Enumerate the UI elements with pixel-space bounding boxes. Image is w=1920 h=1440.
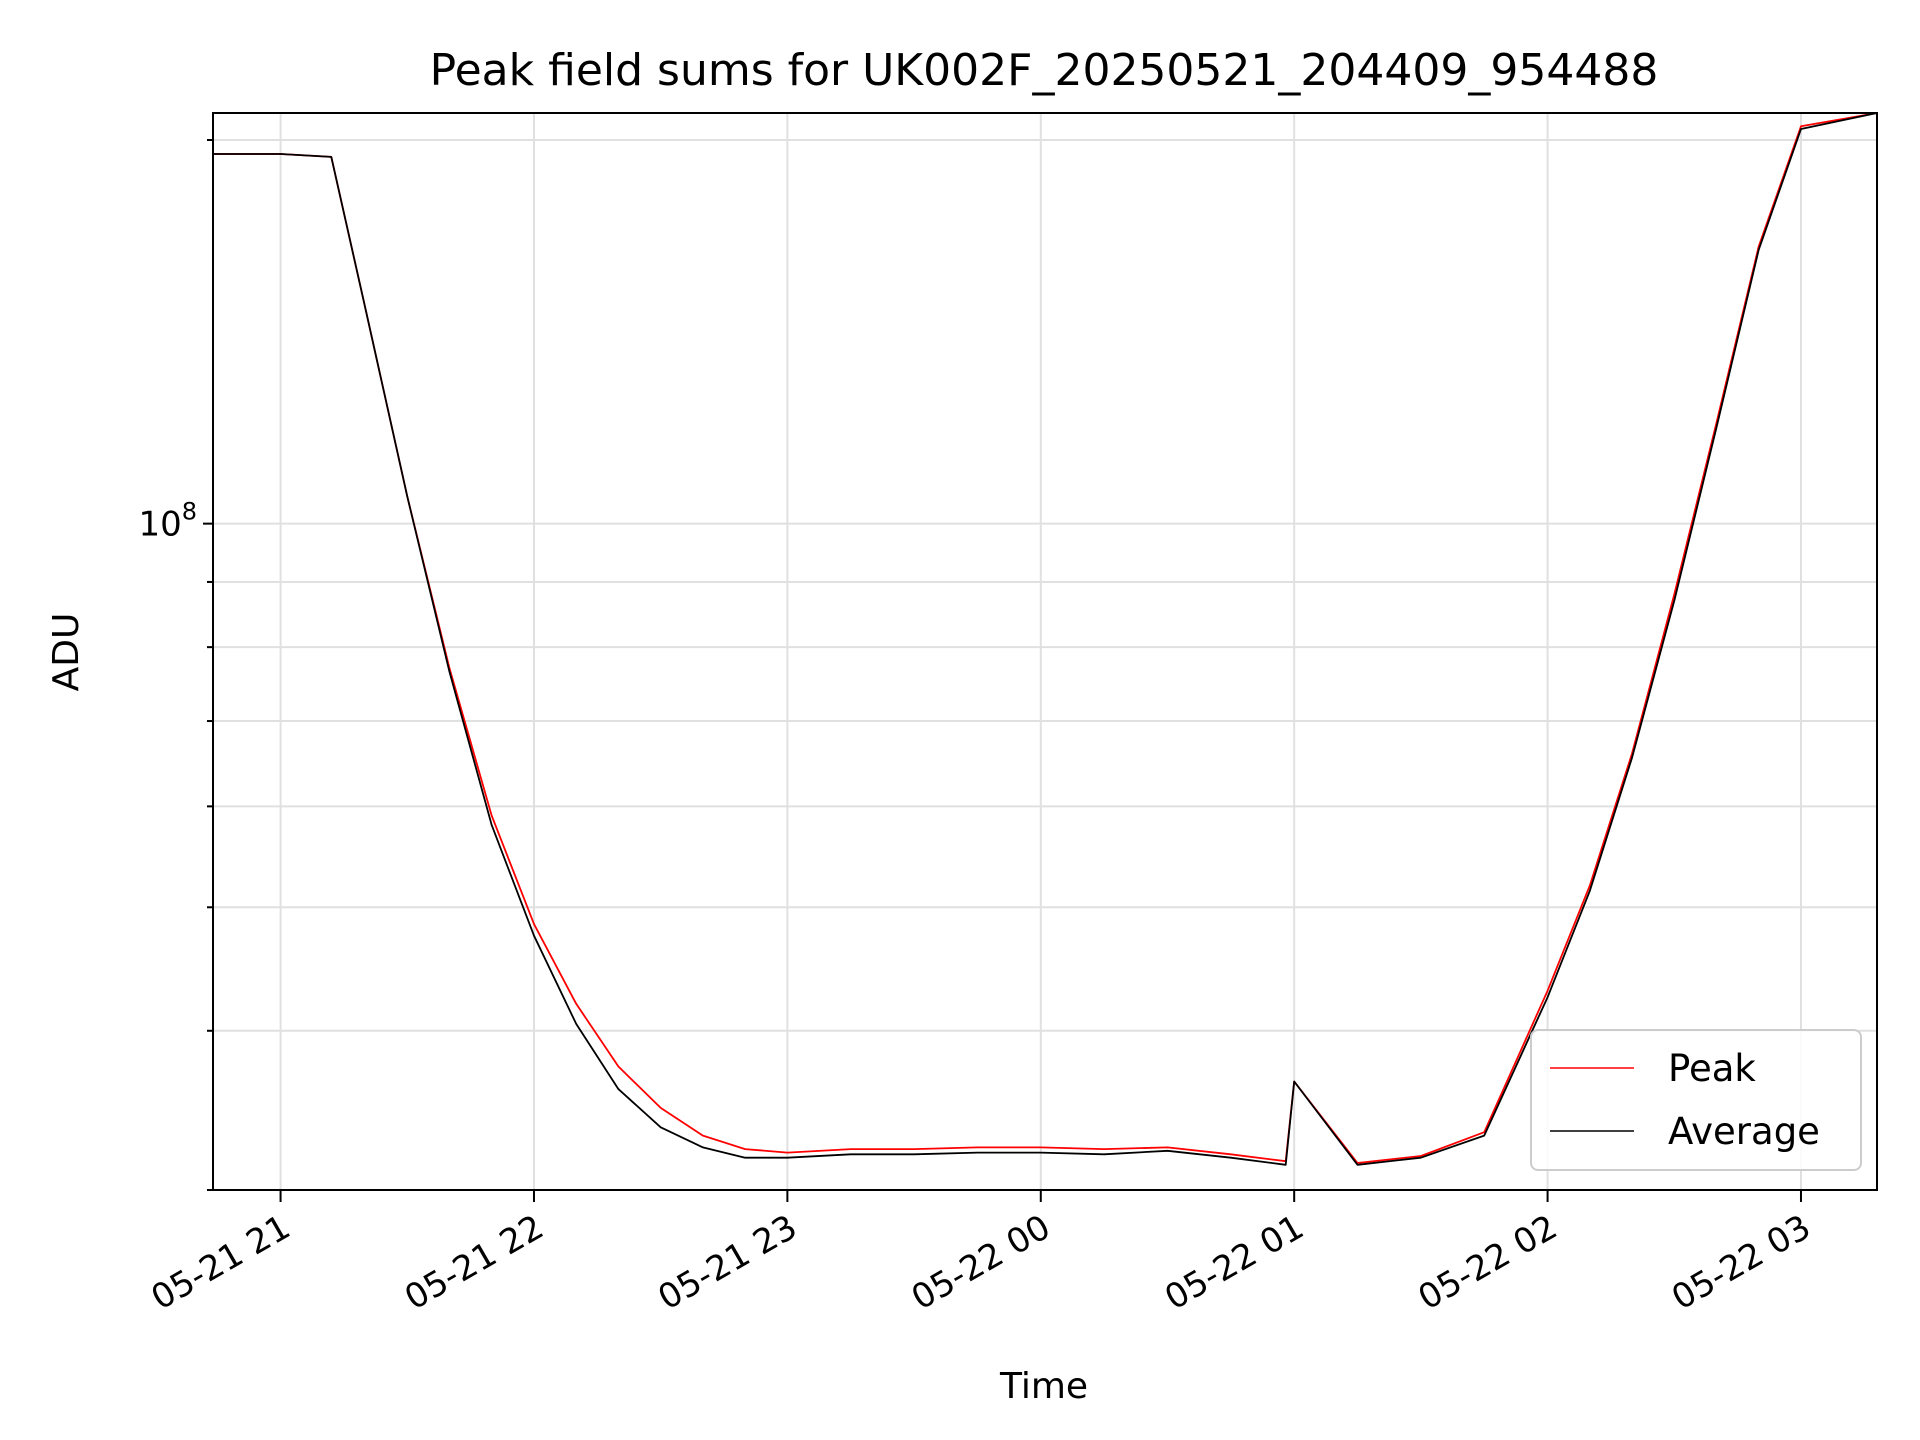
legend: Peak Average [1530,1029,1862,1171]
series-peak-line [213,112,1878,1164]
x-axis-label: Time [999,1366,1088,1407]
series-layer [212,112,1878,1166]
series-average-line [213,112,1878,1166]
y-axis-label: ADU [46,613,87,692]
plot-frame [212,112,1878,1191]
legend-average-label: Average [1668,1110,1820,1153]
grid-layer [213,113,1877,1191]
y-tick-label-exponent: 8 [182,498,197,526]
legend-peak-label: Peak [1668,1047,1756,1090]
y-tick-label: 108 [138,498,197,545]
chart-title: Peak field sums for UK002F_20250521_2044… [430,45,1659,96]
y-axis: 108 [138,139,213,1191]
y-tick-label-base: 10 [138,505,181,545]
legend-box [1530,1029,1862,1171]
